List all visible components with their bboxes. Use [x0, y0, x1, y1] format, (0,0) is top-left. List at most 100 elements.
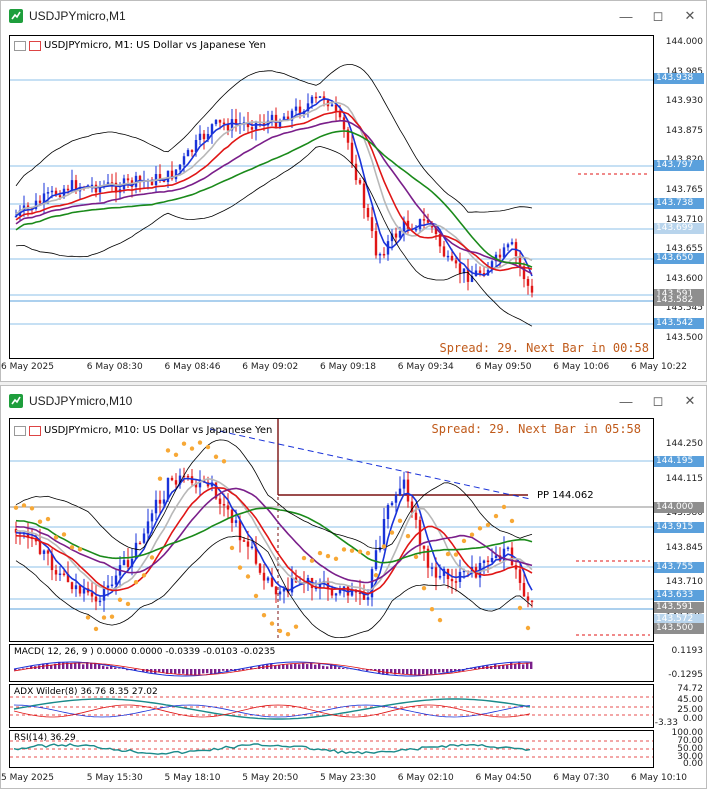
adx-minus-di [13, 704, 531, 718]
macd-histogram-bar [518, 661, 521, 669]
parabolic-sar-dot [517, 605, 523, 611]
price-chart-m1[interactable]: USDJPYmicro, M1: US Dollar vs Japanese Y… [9, 35, 654, 359]
macd-histogram-bar [190, 669, 193, 676]
candle-body [54, 190, 58, 196]
macd-histogram-bar [438, 669, 441, 673]
macd-histogram-bar [70, 663, 73, 669]
candle-body [194, 483, 198, 488]
chart-menu-icon[interactable] [14, 425, 26, 436]
minimize-icon[interactable]: — [619, 393, 633, 409]
macd-panel[interactable]: MACD( 12, 26, 9 ) 0.0000 0.0000 -0.0339 … [9, 644, 654, 682]
macd-histogram-bar [58, 661, 61, 669]
price-level-tag: 143.591 [654, 602, 704, 613]
candle-body [38, 541, 42, 554]
bollinger-upper [15, 64, 533, 213]
candle-body [374, 231, 378, 256]
candle-body [294, 106, 298, 111]
macd-histogram-bar [106, 666, 109, 669]
candle-body [134, 542, 138, 559]
chart-menu-icon[interactable] [14, 40, 26, 51]
close-icon[interactable]: ✕ [684, 8, 696, 23]
macd-histogram-bar [214, 669, 217, 674]
macd-histogram-bar [514, 663, 517, 669]
candle-body [466, 268, 470, 282]
price-level-tag: 143.797 [654, 160, 704, 171]
candle-body [510, 242, 514, 245]
candle-body [270, 114, 274, 121]
time-axis-label: 5 May 15:30 [86, 773, 143, 783]
candle-body [354, 163, 358, 181]
macd-histogram-bar [210, 669, 213, 675]
macd-main-line [13, 662, 531, 676]
price-axis-m10[interactable]: 144.250 144.115 143.980 143.845 143.710 143.5… [654, 418, 706, 642]
chart-window-m1[interactable]: USDJPYmicro,M1 — ◻ ✕ USDJPYmicro, M1: US… [0, 0, 707, 382]
macd-histogram-bar [366, 669, 369, 671]
candle-body [246, 122, 250, 128]
parabolic-sar-dot [405, 533, 411, 539]
candle-body [194, 140, 198, 153]
candle-body [42, 193, 46, 203]
close-icon[interactable]: ✕ [684, 393, 696, 408]
chart-trade-icon[interactable] [29, 40, 41, 51]
macd-histogram-bar [298, 664, 301, 669]
parabolic-sar-dot [357, 549, 363, 554]
adx-level: 25.00 [677, 705, 703, 715]
candle-body [174, 169, 178, 180]
macd-histogram-bar [274, 665, 277, 669]
moving-average-purple [15, 120, 533, 275]
price-axis-label: 143.545 [665, 303, 703, 314]
macd-histogram-bar [526, 662, 529, 669]
price-axis-label: 144.115 [665, 473, 703, 484]
adx-level: 0.00 [682, 714, 703, 724]
price-chart-m10[interactable]: USDJPYmicro, M10: US Dollar vs Japanese … [9, 418, 654, 642]
minimize-icon[interactable]: — [619, 8, 633, 24]
chart-trade-icon[interactable] [29, 425, 41, 436]
price-axis-label: 143.845 [665, 542, 703, 553]
parabolic-sar-dot [45, 516, 51, 522]
rsi-panel[interactable]: RSI(14) 36.29 [9, 730, 654, 768]
candle-body [138, 175, 142, 182]
parabolic-sar-dot [109, 614, 115, 619]
candle-body [394, 495, 398, 503]
candle-body [90, 184, 94, 187]
maximize-icon[interactable]: ◻ [652, 8, 664, 23]
adx-main-line [13, 698, 531, 720]
rsi-canvas [10, 740, 653, 758]
price-axis-m1[interactable]: 144.000143.985143.930143.875143.820143.7… [654, 35, 706, 359]
macd-histogram-bar [314, 664, 317, 669]
adx-level: 74.72 [677, 684, 703, 694]
macd-histogram-bar [86, 662, 89, 669]
price-level-tag: 143.650 [654, 253, 704, 264]
parabolic-sar-dot [453, 552, 459, 557]
window-titlebar[interactable]: USDJPYmicro,M1 — ◻ ✕ [1, 1, 706, 31]
candle-body [98, 185, 102, 193]
candle-body [366, 207, 370, 218]
parabolic-sar-dot [69, 545, 75, 550]
bollinger-lower [15, 145, 533, 327]
macd-histogram-bar [278, 664, 281, 669]
candle-body [370, 569, 374, 598]
price-axis-label: 143.765 [665, 185, 703, 195]
candle-body [290, 577, 294, 593]
chart-window-m10[interactable]: USDJPYmicro,M10 — ◻ ✕ USDJPYmicro, M10: … [0, 385, 707, 789]
bollinger-lower [15, 535, 533, 639]
maximize-icon[interactable]: ◻ [652, 393, 664, 408]
macd-histogram-bar [498, 665, 501, 669]
candle-body [362, 183, 366, 208]
price-chart-m1-canvas [10, 64, 653, 327]
parabolic-sar-dot [333, 556, 339, 561]
candle-body [122, 560, 126, 566]
adx-panel[interactable]: ADX Wilder(8) 36.76 8.35 27.02 [9, 684, 654, 728]
parabolic-sar-dot [269, 621, 275, 626]
candle-body [470, 276, 474, 282]
candle-body [174, 480, 178, 485]
parabolic-sar-dot [301, 555, 307, 561]
window-titlebar[interactable]: USDJPYmicro,M10 — ◻ ✕ [1, 386, 706, 416]
moving-average-purple [15, 487, 533, 584]
candle-body [358, 592, 362, 594]
candle-body [426, 219, 430, 223]
parabolic-sar-dot [277, 628, 283, 634]
candle-body [418, 219, 422, 229]
macd-histogram-bar [302, 663, 305, 669]
parabolic-sar-dot [61, 532, 67, 537]
